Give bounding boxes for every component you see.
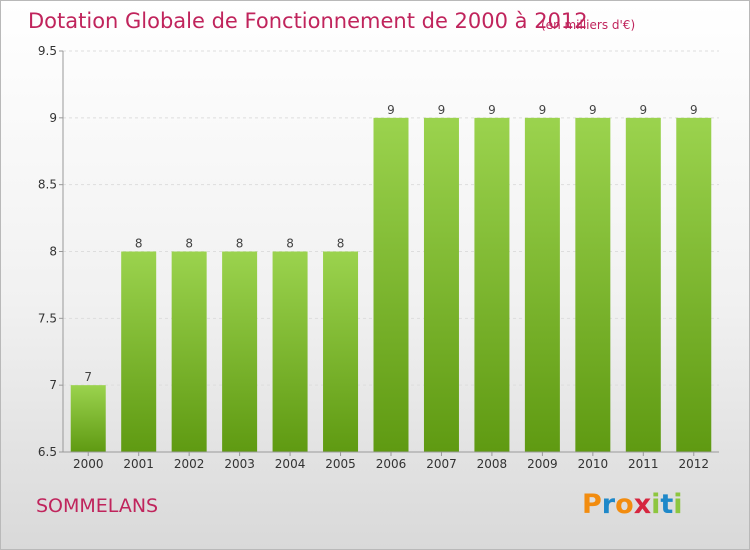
bar-2012 — [676, 117, 712, 452]
x-tick-label: 2009 — [527, 457, 558, 471]
data-label-2007: 9 — [438, 103, 446, 117]
labels: 6.5 7 7.5 8 8.5 9 9.5 7 2000 8 2001 8 2002 8 2003 8 2004… — [38, 44, 709, 471]
bar-2008 — [474, 117, 510, 452]
bar-2003 — [222, 251, 258, 452]
y-tick-label: 9 — [49, 111, 57, 125]
x-tick-label: 2001 — [123, 457, 154, 471]
x-tick-label: 2005 — [325, 457, 356, 471]
data-label-2004: 8 — [286, 237, 294, 251]
x-tick-label: 2010 — [578, 457, 609, 471]
x-tick-label: 2000 — [73, 457, 104, 471]
x-tick-label: 2003 — [224, 457, 255, 471]
y-tick-label: 8 — [49, 245, 57, 259]
data-label-2011: 9 — [639, 103, 647, 117]
data-label-2001: 8 — [135, 237, 143, 251]
x-tick-label: 2002 — [174, 457, 205, 471]
data-label-2003: 8 — [236, 237, 244, 251]
bar-2005 — [323, 251, 359, 452]
y-tick-label: 7.5 — [38, 311, 57, 325]
y-tick-label: 6.5 — [38, 445, 57, 459]
x-tick-label: 2011 — [628, 457, 659, 471]
bar-2001 — [121, 251, 157, 452]
axes — [59, 50, 719, 456]
bar-2002 — [171, 251, 207, 452]
x-tick-label: 2012 — [678, 457, 709, 471]
data-label-2008: 9 — [488, 103, 496, 117]
bar-2011 — [625, 117, 661, 452]
x-tick-label: 2004 — [275, 457, 306, 471]
chart-unit: (en milliers d'€) — [541, 18, 636, 32]
bar-2007 — [423, 117, 459, 452]
proxiti-logo: Proxiti — [582, 489, 683, 520]
x-tick-label: 2007 — [426, 457, 457, 471]
data-label-2012: 9 — [690, 103, 698, 117]
y-tick-label: 9.5 — [38, 44, 57, 58]
chart-title: Dotation Globale de Fonctionnement de 20… — [28, 9, 588, 33]
data-label-2005: 8 — [337, 237, 345, 251]
data-label-2010: 9 — [589, 103, 597, 117]
data-label-2002: 8 — [185, 237, 193, 251]
y-tick-label: 8.5 — [38, 178, 57, 192]
data-label-2006: 9 — [387, 103, 395, 117]
x-tick-label: 2006 — [376, 457, 407, 471]
data-label-2000: 7 — [84, 370, 92, 384]
bar-2000 — [70, 385, 106, 452]
bar-2006 — [373, 117, 409, 452]
bar-2010 — [575, 117, 611, 452]
x-tick-label: 2008 — [477, 457, 508, 471]
bars — [70, 117, 712, 452]
data-label-2009: 9 — [539, 103, 547, 117]
commune-name: SOMMELANS — [36, 495, 159, 517]
bar-2004 — [272, 251, 308, 452]
y-tick-label: 7 — [49, 378, 57, 392]
bar-2009 — [524, 117, 560, 452]
